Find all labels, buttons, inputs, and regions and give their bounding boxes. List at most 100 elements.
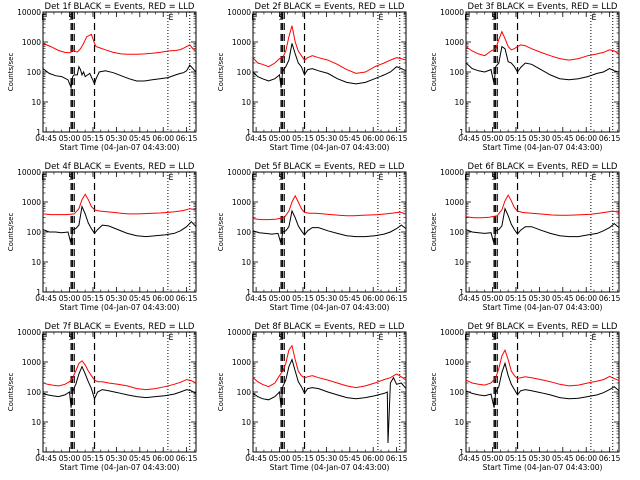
y-tick-label: 1000	[232, 198, 251, 207]
plot-frame	[42, 11, 197, 133]
y-axis-label: Counts/sec	[217, 373, 225, 412]
x-tick-label: 05:45	[339, 294, 361, 303]
y-tick-label: 10000	[227, 328, 251, 337]
y-tick-label: 100	[27, 68, 42, 77]
detector-panel-9: Det 9f BLACK = Events, RED = LLD 1 10 100 10…	[430, 322, 621, 472]
x-tick-label: 05:45	[129, 134, 151, 143]
panel-title: Det 1f BLACK = Events, RED = LLD	[45, 2, 195, 12]
y-axis-label: Counts/sec	[7, 53, 15, 92]
y-tick-label: 1	[459, 288, 464, 297]
x-tick-label: 05:15	[82, 454, 104, 463]
x-tick-label: 05:45	[552, 134, 574, 143]
y-tick-label: 1	[459, 128, 464, 137]
x-tick-label: 06:15	[176, 454, 198, 463]
events-series-line	[253, 209, 406, 245]
x-tick-label: 05:30	[316, 134, 338, 143]
marker-label: E	[41, 173, 46, 182]
x-tick-label: 06:00	[362, 454, 384, 463]
y-tick-label: 1	[36, 288, 41, 297]
y-tick-label: 10000	[17, 168, 41, 177]
x-tick-label: 05:30	[106, 134, 128, 143]
marker-label: E	[251, 333, 256, 342]
panel-title: Det 3f BLACK = Events, RED = LLD	[468, 2, 618, 12]
y-tick-label: 1	[36, 448, 41, 457]
x-tick-label: 06:00	[152, 294, 174, 303]
y-tick-label: 10	[454, 98, 464, 107]
marker-label: E	[168, 173, 173, 182]
detector-panel-3: Det 3f BLACK = Events, RED = LLD 1 10 100 10…	[430, 2, 621, 152]
detector-panel-4: Det 4f BLACK = Events, RED = LLD 1 10 100 10…	[7, 162, 198, 312]
x-tick-label: 05:30	[316, 454, 338, 463]
x-tick-label: 05:45	[552, 454, 574, 463]
x-tick-label: 05:15	[505, 134, 527, 143]
x-tick-label: 05:00	[482, 294, 504, 303]
x-tick-label: 05:00	[59, 294, 81, 303]
x-tick-label: 06:00	[362, 134, 384, 143]
marker-label: E	[168, 13, 173, 22]
x-tick-label: 05:30	[529, 454, 551, 463]
y-tick-label: 100	[450, 68, 465, 77]
detector-panel-7: Det 7f BLACK = Events, RED = LLD 1 10 100 10…	[7, 322, 198, 472]
x-tick-label: 06:15	[386, 134, 408, 143]
x-tick-label: 05:30	[106, 454, 128, 463]
x-tick-label: 06:00	[575, 454, 597, 463]
y-tick-label: 10000	[440, 8, 464, 17]
y-axis-label: Counts/sec	[217, 53, 225, 92]
events-series-line	[43, 64, 196, 90]
y-tick-label: 10	[454, 418, 464, 427]
x-axis-label: Start Time (04-Jan-07 04:43:00)	[60, 463, 180, 472]
x-tick-label: 05:15	[292, 454, 314, 463]
detector-panel-2: Det 2f BLACK = Events, RED = LLD 1 10 100 10…	[217, 2, 408, 152]
x-tick-label: 04:45	[458, 454, 480, 463]
y-tick-label: 100	[237, 228, 252, 237]
x-tick-label: 05:00	[59, 134, 81, 143]
y-tick-label: 1000	[22, 198, 41, 207]
y-tick-label: 10000	[227, 8, 251, 17]
marker-label: E	[168, 333, 173, 342]
y-tick-label: 10000	[17, 328, 41, 337]
x-tick-label: 06:00	[362, 294, 384, 303]
y-tick-label: 10000	[440, 328, 464, 337]
x-axis-label: Start Time (04-Jan-07 04:43:00)	[483, 303, 603, 312]
y-tick-label: 1000	[22, 38, 41, 47]
x-tick-label: 05:00	[59, 454, 81, 463]
x-tick-label: 06:15	[176, 294, 198, 303]
detector-panel-6: Det 6f BLACK = Events, RED = LLD 1 10 100 10…	[430, 162, 621, 312]
plot-frame	[252, 11, 407, 133]
y-tick-label: 1000	[232, 358, 251, 367]
x-axis-label: Start Time (04-Jan-07 04:43:00)	[270, 463, 390, 472]
plot-frame	[252, 171, 407, 293]
y-tick-label: 10	[31, 258, 41, 267]
x-tick-label: 05:45	[339, 134, 361, 143]
y-axis-label: Counts/sec	[7, 373, 15, 412]
panel-title: Det 2f BLACK = Events, RED = LLD	[255, 2, 405, 12]
y-tick-label: 100	[27, 228, 42, 237]
plot-frame	[465, 331, 620, 453]
events-series-line	[43, 365, 196, 408]
marker-label: S	[279, 173, 284, 182]
y-tick-label: 100	[27, 388, 42, 397]
x-tick-label: 06:00	[152, 454, 174, 463]
x-tick-label: 05:15	[505, 294, 527, 303]
marker-label: S	[69, 173, 74, 182]
x-tick-label: 06:00	[575, 134, 597, 143]
x-tick-label: 04:45	[35, 294, 57, 303]
x-tick-label: 04:45	[35, 134, 57, 143]
x-axis-label: Start Time (04-Jan-07 04:43:00)	[60, 143, 180, 152]
plot-frame	[42, 331, 197, 453]
lld-series-line	[466, 194, 619, 219]
events-series-line	[253, 43, 406, 88]
panel-title: Det 9f BLACK = Events, RED = LLD	[468, 322, 618, 332]
y-axis-label: Counts/sec	[430, 53, 438, 92]
x-tick-label: 05:15	[82, 294, 104, 303]
x-axis-label: Start Time (04-Jan-07 04:43:00)	[270, 303, 390, 312]
marker-label: E	[378, 13, 383, 22]
y-tick-label: 100	[237, 68, 252, 77]
x-axis-label: Start Time (04-Jan-07 04:43:00)	[60, 303, 180, 312]
x-tick-label: 05:45	[129, 454, 151, 463]
y-tick-label: 1	[36, 128, 41, 137]
x-tick-label: 05:45	[552, 294, 574, 303]
x-tick-label: 05:15	[292, 294, 314, 303]
y-axis-label: Counts/sec	[430, 373, 438, 412]
x-axis-label: Start Time (04-Jan-07 04:43:00)	[483, 463, 603, 472]
